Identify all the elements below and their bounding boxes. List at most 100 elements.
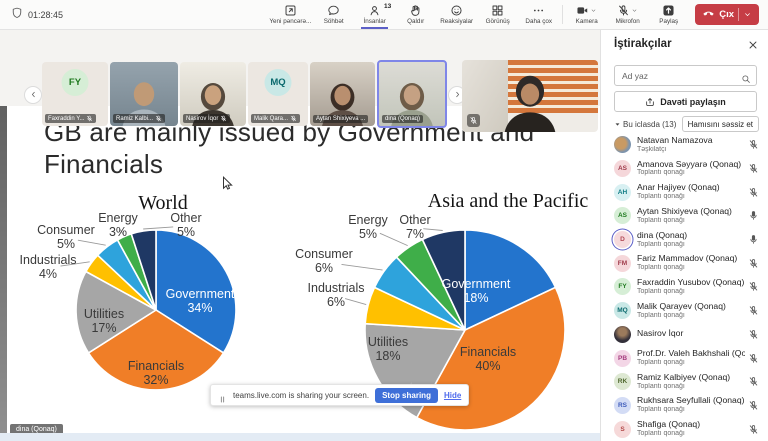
toolbar-button-raise-hand[interactable]: Qaldır — [395, 0, 436, 29]
avatar: AS — [614, 160, 631, 178]
toolbar-button-grid[interactable]: Görünüş — [477, 0, 518, 29]
tile-nameplate: Nasirov İqor — [183, 114, 231, 123]
participant-row[interactable]: AH Anar Hajiyev (Qonaq) Toplantı qonağı — [601, 180, 768, 204]
section-header[interactable]: Bu iclasda (13) — [614, 120, 676, 129]
participant-row[interactable]: Natavan Namazova Təşkilatçı — [601, 133, 768, 157]
label-leader-line — [341, 263, 383, 271]
mic-off-icon — [749, 424, 758, 434]
screen-edge-strip — [0, 106, 7, 433]
participant-row[interactable]: FM Fariz Mammadov (Qonaq) Toplantı qonağ… — [601, 251, 768, 275]
pie-slice-financials — [87, 309, 225, 391]
share-invite-label: Davəti paylaşın — [660, 96, 726, 107]
video-tile-3[interactable]: MQ Malik Qara... — [248, 62, 308, 126]
stop-sharing-button[interactable]: Stop sharing — [375, 387, 438, 403]
participant-row[interactable]: FY Faxraddin Yusubov (Qonaq) Toplantı qo… — [601, 275, 768, 299]
toolbar-button-chat[interactable]: Söhbət — [313, 0, 354, 29]
toolbar-button-camera[interactable]: Kamera — [566, 0, 607, 29]
mic-off-icon — [749, 282, 758, 292]
video-tile-2[interactable]: Nasirov İqor — [180, 62, 246, 126]
avatar: FY — [61, 69, 89, 96]
pie-chart-world: World Government 34% Financials 32% Utilities… — [20, 190, 328, 441]
label-leader-line — [60, 261, 90, 267]
label-leader-line — [423, 228, 443, 231]
participant-role: Toplantı qonağı — [637, 264, 685, 272]
participant-row[interactable]: RS Rukhsara Seyfullali (Qonaq) Toplantı … — [601, 394, 768, 418]
shared-screen-stage: GB are mainly issued by Government and F… — [0, 106, 600, 441]
mic-off-icon — [749, 377, 758, 386]
toolbar-button-people[interactable]: 13 İnsanlar — [354, 0, 395, 29]
video-tile-4[interactable]: Aytan Shixiyeva ... — [310, 62, 375, 126]
mic-off-icon — [749, 258, 758, 268]
participant-row[interactable]: S Shafiga (Qonaq) Toplantı qonağı — [601, 417, 768, 441]
slice-label-government: Government 18% — [442, 277, 511, 305]
avatar: MQ — [264, 69, 292, 96]
pie-slice-other — [130, 229, 157, 311]
toolbar-button-label: Yeni pəncərə... — [269, 18, 312, 25]
tile-participant-name: Aytan Shixiyeva ... — [316, 116, 366, 122]
mic-off-icon — [749, 353, 758, 363]
chevron-down-icon[interactable] — [743, 6, 752, 24]
participant-row[interactable]: PB Prof.Dr. Valeh Bakhshali (Qonaq) Topl… — [601, 346, 768, 370]
strip-scroll-left-button[interactable] — [24, 86, 42, 104]
toolbar-button-more[interactable]: Daha çox — [518, 0, 559, 29]
avatar: MQ — [614, 302, 631, 320]
chat-icon — [328, 5, 339, 16]
chevron-down-icon[interactable] — [631, 7, 638, 14]
toolbar-button-share-screen[interactable]: Paylaş — [648, 0, 689, 29]
toolbar-button-label: Daha çox — [525, 18, 552, 25]
more-icon — [534, 9, 544, 12]
section-label: Bu iclasda (13) — [623, 119, 677, 129]
participant-row[interactable]: Nasirov İqor — [601, 323, 768, 347]
video-tile-0[interactable]: FY Faxraddin Y... — [42, 62, 108, 126]
video-strip: FY Faxraddin Y... Ramiz Kalbi... Nasirov… — [0, 29, 600, 132]
toolbar-button-label: Reaksiyalar — [440, 18, 474, 25]
leave-button[interactable]: Çıx — [695, 4, 759, 25]
search-input[interactable] — [620, 69, 741, 82]
section-row: Bu iclasda (13) Hamısını səssiz et — [614, 116, 759, 132]
participant-row[interactable]: RK Ramiz Kalbiyev (Qonaq) Toplantı qonağ… — [601, 370, 768, 394]
share-invite-button[interactable]: Davəti paylaşın — [614, 91, 757, 112]
screen-bottom-band — [0, 433, 600, 441]
chevron-down-icon[interactable] — [590, 7, 597, 14]
slice-label-consumer: Consumer 6% — [295, 247, 353, 275]
participant-search[interactable] — [614, 65, 757, 86]
slice-label-government: Government 34% — [166, 287, 235, 315]
tile-participant-name: dina (Qonaq) — [385, 116, 421, 122]
tile-participant-name: Nasirov İqor — [186, 115, 219, 122]
toolbar-button-new-window[interactable]: Yeni pəncərə... — [267, 0, 313, 29]
mic-off-icon — [291, 115, 296, 122]
active-speaker-label: dina (Qonaq) — [10, 424, 63, 435]
panel-header: İştirakçılar — [614, 38, 759, 50]
mic-off-icon — [619, 5, 629, 16]
close-icon — [749, 41, 757, 49]
avatar: S — [614, 420, 631, 438]
meeting-status: 01:28:45 — [0, 6, 63, 24]
video-tile-large[interactable] — [462, 60, 598, 132]
video-tile-5[interactable]: dina (Qonaq) — [377, 60, 447, 128]
share-banner: teams.live.com is sharing your screen. S… — [210, 384, 470, 406]
mic-off-icon — [749, 330, 758, 339]
participant-row[interactable]: AS Amanova Səyyarə (Qonaq) Toplantı qona… — [601, 157, 768, 181]
toolbar-button-reactions[interactable]: Reaksiyalar — [436, 0, 477, 29]
avatar: RS — [614, 396, 631, 414]
share-invite-icon — [645, 97, 655, 107]
video-tile-1[interactable]: Ramiz Kalbi... — [110, 62, 178, 126]
hangup-icon — [703, 11, 714, 16]
participant-row[interactable]: MQ Malik Qarayev (Qonaq) Toplantı qonağı — [601, 299, 768, 323]
tile-nameplate: Malik Qara... — [251, 114, 301, 123]
chart-title: World — [138, 192, 188, 214]
participant-row[interactable]: AS Aytan Shixiyeva (Qonaq) Toplantı qona… — [601, 204, 768, 228]
mute-all-button[interactable]: Hamısını səssiz et — [681, 116, 759, 132]
mic-off-icon — [470, 116, 477, 124]
participant-row[interactable]: D dina (Qonaq) Toplantı qonağı — [601, 228, 768, 252]
slice-label-financials: Financials 40% — [460, 345, 516, 373]
toolbar-button-label: Görünüş — [485, 18, 510, 25]
mouse-cursor — [222, 176, 233, 196]
participant-role: Təşkilatçı — [637, 145, 667, 153]
toolbar-button-mic-off[interactable]: Mikrofon — [607, 0, 648, 29]
grid-icon — [492, 5, 503, 16]
hide-banner-link[interactable]: Hide — [443, 390, 462, 400]
pie-slice-utilities — [75, 270, 158, 355]
label-leader-line — [119, 228, 124, 235]
close-icon[interactable] — [747, 38, 759, 50]
